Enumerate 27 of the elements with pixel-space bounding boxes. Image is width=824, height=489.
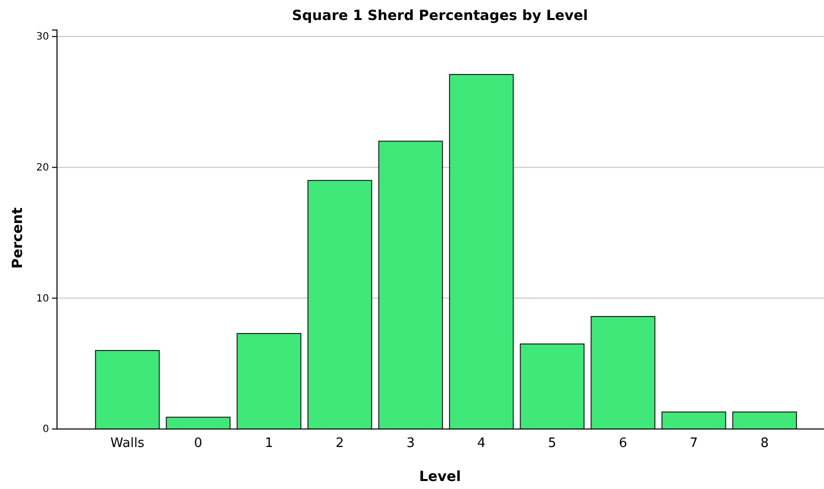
x-axis-title: Level <box>419 469 461 485</box>
chart-title: Square 1 Sherd Percentages by Level <box>292 8 588 24</box>
bar <box>732 411 797 430</box>
x-tick-label: Walls <box>110 436 145 452</box>
bar <box>449 74 514 430</box>
y-axis-title: Percent <box>10 207 26 269</box>
bar <box>661 411 726 430</box>
x-tick-label: 8 <box>760 436 769 452</box>
x-tick-label: 5 <box>548 436 556 452</box>
y-tick-label: 30 <box>36 32 49 43</box>
x-tick-label: 7 <box>690 436 698 452</box>
x-tick-label: 1 <box>264 436 274 452</box>
y-tick-label: 10 <box>36 293 49 304</box>
bar <box>378 140 443 430</box>
bar <box>520 343 585 430</box>
bar <box>590 316 656 430</box>
x-tick-label: 0 <box>194 436 202 452</box>
x-tick-label: 3 <box>406 436 415 452</box>
bar <box>166 416 231 430</box>
bar <box>95 350 160 430</box>
bar <box>236 333 302 430</box>
y-tick-label: 0 <box>42 424 49 436</box>
x-tick-label: 6 <box>618 436 628 452</box>
x-tick-label: 2 <box>336 436 344 452</box>
bar <box>307 180 372 430</box>
x-tick-label: 4 <box>477 436 486 452</box>
y-tick-label: 20 <box>36 162 49 174</box>
